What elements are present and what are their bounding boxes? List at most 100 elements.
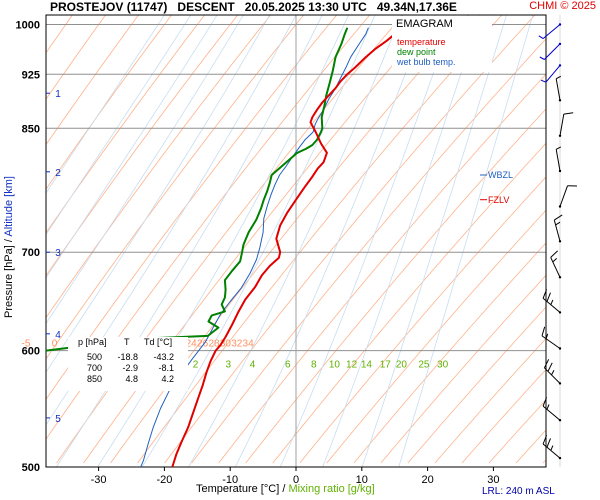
dry-adiabat-line	[56, 15, 404, 464]
wind-barb-base	[558, 23, 562, 26]
wind-barb	[550, 250, 562, 279]
dry-adiabat-line	[164, 15, 536, 464]
table-cell: -2.9	[122, 363, 138, 373]
y-axis-separator: /	[3, 237, 15, 243]
moist-adiabat-line	[398, 15, 534, 467]
wind-barb-staff	[542, 24, 561, 39]
mixing-ratio-label: 8	[311, 360, 317, 371]
pressure-tick-label: 700	[22, 247, 40, 259]
moist-adiabat-line	[97, 15, 349, 467]
y-axis-label-altitude: Altitude [km]	[3, 176, 15, 237]
wind-barb	[555, 75, 562, 102]
theta-label: 34	[243, 339, 255, 350]
wind-barb-half	[552, 258, 558, 263]
wind-barb-half	[538, 35, 544, 40]
wind-barb-staff	[541, 335, 561, 349]
wind-barb-flag	[554, 214, 563, 221]
dry-adiabat-line	[245, 108, 546, 464]
x-tick-label: 0	[293, 474, 299, 486]
fzlv-label: FZLV	[488, 194, 510, 205]
wind-barb-base	[558, 347, 562, 350]
wind-barb-staff	[542, 405, 561, 421]
dry-adiabat-line	[488, 399, 546, 464]
wind-barb-flag	[550, 250, 558, 258]
mixing-ratio-label: 30	[437, 360, 449, 371]
mixing-ratio-label: 12	[346, 360, 358, 371]
station-coords: 49.34N,17.36E	[376, 0, 457, 14]
x-axis-separator: /	[282, 483, 286, 495]
wind-barb-base	[558, 240, 562, 243]
wind-barb	[543, 359, 562, 385]
wind-barb-flag	[542, 289, 548, 299]
table-row: 850 4.8 4.2	[68, 374, 188, 385]
legend	[392, 16, 492, 72]
dry-adiabat-line	[570, 15, 600, 463]
legend-title: EMAGRAM	[396, 18, 453, 30]
wind-barb	[553, 214, 563, 243]
wind-barbs	[538, 23, 578, 460]
x-tick-label: -30	[91, 474, 107, 486]
wind-barb-flag	[541, 326, 546, 337]
wind-barb-base	[558, 169, 562, 173]
dry-adiabat-line	[380, 274, 546, 464]
mixing-ratio-label: 20	[396, 360, 408, 371]
moist-adiabat-line	[46, 15, 271, 373]
pressure-tick-label: 600	[22, 346, 40, 358]
y-axis-label-pressure: Pressure [hPa]	[3, 242, 15, 318]
wind-barb-staff	[545, 65, 561, 83]
data-table-header: p [hPa] T Td [°C]	[68, 337, 188, 348]
wind-barb-staff	[542, 297, 561, 313]
wind-barb-base	[558, 311, 562, 314]
dry-adiabat-line	[407, 306, 546, 464]
table-header-p: p [hPa]	[78, 337, 107, 347]
wind-barb-base	[558, 456, 562, 460]
wind-barb-staff	[559, 114, 565, 136]
wind-barb	[540, 64, 562, 83]
mixing-ratio-label: 10	[329, 360, 341, 371]
dry-adiabat-line	[461, 368, 546, 464]
x-tick-label: 10	[356, 474, 368, 486]
table-header-t: T	[124, 337, 130, 347]
theta-label: 0	[52, 339, 58, 350]
dry-adiabat-line	[46, 15, 305, 360]
wind-barb-staff	[542, 443, 561, 459]
table-row: 500 -18.8 -43.2	[68, 352, 188, 363]
x-axis-label-mixing: Mixing ratio [g/kg]	[288, 483, 375, 495]
legend-item-dewpoint: dew point	[397, 47, 436, 57]
wbzl-label: WBZL	[488, 170, 514, 180]
wind-barb-staff	[544, 367, 561, 384]
mixing-ratio-label: 4	[250, 360, 256, 371]
wind-barb	[538, 23, 562, 40]
altitude-tick-label: 3	[55, 248, 61, 259]
data-table: p [hPa] T Td [°C] 500 -18.8 -43.2 700 -2…	[68, 337, 188, 391]
mixing-ratio-label: 17	[380, 360, 392, 371]
wind-barb-base	[558, 134, 562, 137]
dry-adiabat-line	[326, 209, 546, 464]
x-tick-label: -10	[222, 474, 238, 486]
x-tick-label: 20	[421, 474, 433, 486]
wetbulb-profile	[140, 27, 369, 467]
wind-barb-flag	[546, 438, 551, 448]
moist-adiabat-line	[46, 15, 218, 279]
x-tick-label: -20	[156, 474, 172, 486]
mixing-ratio-label: 14	[361, 360, 373, 371]
dry-adiabat-line	[191, 38, 546, 464]
altitude-tick-label: 5	[55, 414, 61, 425]
pressure-tick-label: 500	[22, 462, 40, 474]
table-cell: -18.8	[117, 352, 138, 362]
wind-barb-staff	[555, 149, 561, 172]
lrl-label: LRL: 240 m ASL	[482, 486, 555, 497]
wind-barb	[539, 42, 562, 60]
dry-adiabat-line	[353, 242, 546, 464]
background-lines	[46, 15, 600, 467]
dry-adiabat-line	[46, 15, 172, 190]
legend-item-wetbulb: wet bulb temp.	[397, 57, 456, 67]
dry-adiabat-line	[110, 15, 470, 464]
altitude-tick-label: 4	[55, 330, 61, 341]
dry-adiabat-line	[46, 15, 238, 277]
dry-adiabat-line	[137, 15, 503, 464]
mixing-ratio-label: 3	[226, 360, 232, 371]
wind-barb-flag	[546, 292, 551, 302]
moist-adiabat-line	[46, 15, 165, 194]
wind-barb	[542, 435, 562, 460]
